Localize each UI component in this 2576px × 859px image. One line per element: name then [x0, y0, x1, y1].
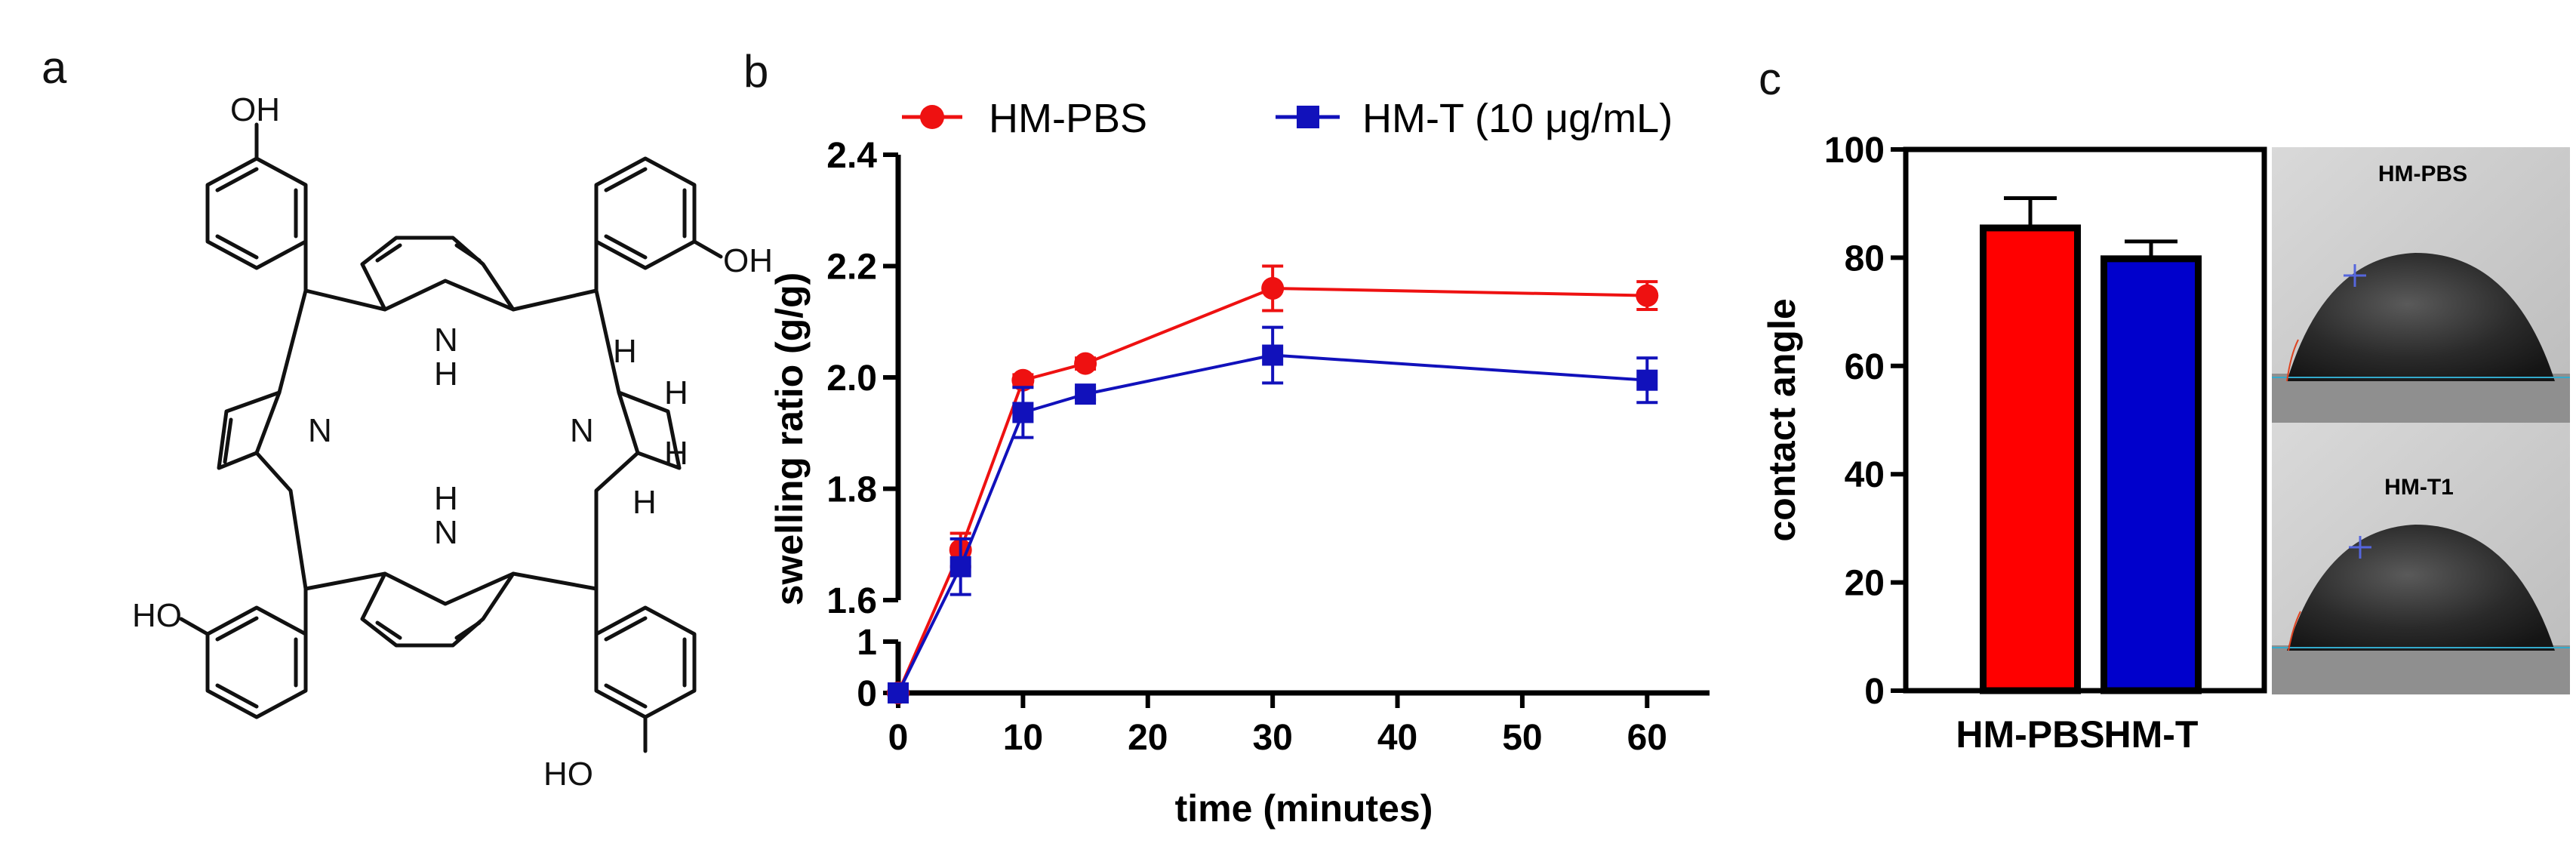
- y-tick-label: 2.0: [826, 359, 877, 399]
- h-label-3: H: [664, 435, 688, 472]
- data-point: [1075, 383, 1097, 405]
- y-axis-title: swelling ratio (g/g): [768, 272, 811, 606]
- data-point: [1636, 284, 1659, 307]
- photo-hm-t1: HM-T1: [2272, 423, 2570, 694]
- y-tick-label: 40: [1845, 455, 1885, 495]
- h-label-bottom: H: [434, 480, 458, 517]
- y-tick-label: 0: [857, 674, 877, 714]
- y-tick-label: 1: [857, 623, 877, 663]
- y-tick-label: 2.4: [826, 136, 877, 176]
- x-tick-label: 30: [1252, 718, 1292, 758]
- bar-hm-pbs: HM-PBS: [1956, 196, 2105, 756]
- data-point: [1011, 368, 1035, 392]
- photo-hm-pbs: HM-PBS: [2272, 147, 2570, 423]
- x-category-label: HM-PBS: [1956, 713, 2104, 756]
- legend: HM-PBS HM-T (10 μg/mL): [902, 96, 1673, 141]
- h-label-1: H: [613, 333, 637, 370]
- y-tick-label: 1.8: [826, 470, 877, 510]
- nh-label-top: N: [434, 322, 458, 359]
- y-tick-label: 0: [1864, 672, 1885, 712]
- y-tick-label: 2.2: [826, 248, 877, 288]
- data-point: [1261, 277, 1285, 300]
- photo-label-hm-pbs: HM-PBS: [2378, 162, 2467, 186]
- x-tick-label: 10: [1003, 718, 1043, 758]
- y-axis-title: contact angle: [1761, 298, 1803, 541]
- x-tick-label: 20: [1128, 718, 1168, 758]
- data-point: [1636, 369, 1658, 391]
- bar: [2101, 255, 2202, 694]
- nitrogen-label-right: N: [570, 412, 594, 449]
- data-point: [1074, 352, 1097, 375]
- oh-right-label: OH: [723, 242, 773, 279]
- panel-label-a: a: [42, 42, 67, 93]
- photo-label-hm-t1: HM-T1: [2384, 475, 2454, 500]
- porphyrin-structure-diagram: OH OH HO HO N N N H H N H H H H: [132, 91, 773, 793]
- oh-top-label: OH: [230, 91, 280, 128]
- nh-label-bottom: N: [434, 514, 458, 551]
- y-tick-label: 80: [1845, 239, 1885, 279]
- x-tick-label: 0: [888, 718, 909, 758]
- y-tick-label: 20: [1845, 564, 1885, 604]
- legend-marker-hm-t: [1297, 106, 1319, 128]
- panel-label-c: c: [1759, 54, 1781, 104]
- legend-label-hm-t: HM-T (10 μg/mL): [1362, 96, 1673, 141]
- contact-angle-photos: HM-PBS HM-T1: [2272, 147, 2570, 694]
- y-tick-label: 1.6: [826, 581, 877, 621]
- bar: [1980, 224, 2081, 694]
- y-tick-label: 60: [1845, 347, 1885, 387]
- h-label-4: H: [632, 484, 657, 521]
- panel-label-b: b: [743, 46, 768, 97]
- series-hm-t: [888, 325, 1658, 704]
- nitrogen-label-left: N: [308, 412, 332, 449]
- y-tick-label: 100: [1824, 131, 1885, 171]
- data-point: [888, 682, 909, 704]
- series-line: [897, 353, 1648, 694]
- legend-marker-hm-pbs: [920, 105, 944, 129]
- h-label-top: H: [434, 356, 458, 393]
- h-label-2: H: [664, 374, 688, 411]
- x-tick-label: 60: [1627, 718, 1667, 758]
- legend-label-hm-pbs: HM-PBS: [989, 96, 1147, 141]
- data-point: [949, 556, 971, 577]
- x-tick-label: 40: [1377, 718, 1417, 758]
- x-axis-title: time (minutes): [1175, 787, 1433, 830]
- x-tick-label: 50: [1502, 718, 1542, 758]
- ho-left-label: HO: [132, 597, 182, 634]
- data-point: [1262, 344, 1284, 366]
- x-category-label: HM-T: [2104, 713, 2199, 756]
- bar-hm-t: HM-T: [2101, 239, 2202, 756]
- data-point: [1012, 402, 1034, 423]
- plot-frame: [1903, 146, 2267, 694]
- ho-bottom-label: HO: [543, 756, 593, 793]
